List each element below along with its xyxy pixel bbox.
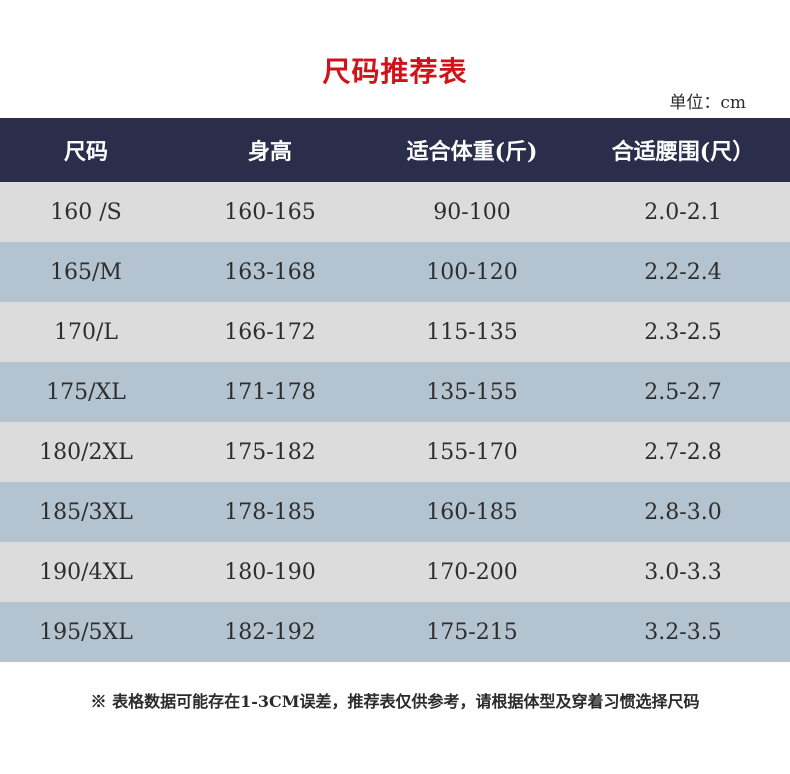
cell-weight: 90-100: [433, 199, 511, 225]
page-title: 尺码推荐表: [322, 55, 468, 88]
cell-size: 195/5XL: [39, 619, 133, 645]
cell-height: 163-168: [224, 259, 316, 285]
header-size: 尺码: [63, 139, 108, 165]
disclaimer-note: ※ 表格数据可能存在1-3CM误差，推荐表仅供参考，请根据体型及穿着习惯选择尺码: [90, 692, 700, 711]
cell-weight: 155-170: [426, 439, 518, 465]
cell-weight: 115-135: [426, 319, 518, 345]
cell-height: 180-190: [224, 559, 316, 585]
cell-waist: 2.8-3.0: [644, 499, 722, 525]
cell-weight: 100-120: [426, 259, 518, 285]
cell-waist: 3.0-3.3: [644, 559, 722, 585]
cell-waist: 2.5-2.7: [644, 379, 722, 405]
cell-height: 178-185: [224, 499, 316, 525]
unit-label: 单位：cm: [669, 93, 746, 113]
table-row: 185/3XL 178-185 160-185 2.8-3.0: [0, 482, 790, 542]
cell-waist: 2.2-2.4: [644, 259, 722, 285]
cell-size: 190/4XL: [39, 559, 133, 585]
cell-size: 180/2XL: [39, 439, 133, 465]
table-row: 190/4XL 180-190 170-200 3.0-3.3: [0, 542, 790, 602]
table-row: 180/2XL 175-182 155-170 2.7-2.8: [0, 422, 790, 482]
cell-size: 185/3XL: [39, 499, 133, 525]
cell-height: 171-178: [224, 379, 316, 405]
cell-waist: 2.3-2.5: [644, 319, 722, 345]
cell-waist: 2.7-2.8: [644, 439, 722, 465]
cell-weight: 135-155: [426, 379, 518, 405]
header-weight: 适合体重(斤): [406, 139, 538, 165]
cell-weight: 175-215: [426, 619, 518, 645]
table-row: 165/M 163-168 100-120 2.2-2.4: [0, 242, 790, 302]
cell-size: 175/XL: [46, 379, 126, 405]
table-row: 175/XL 171-178 135-155 2.5-2.7: [0, 362, 790, 422]
cell-size: 170/L: [53, 319, 118, 345]
table-header-row: 尺码 身高 适合体重(斤) 合适腰围(尺）: [0, 118, 790, 182]
cell-height: 175-182: [224, 439, 316, 465]
header-height: 身高: [247, 139, 292, 165]
table-row: 160 /S 160-165 90-100 2.0-2.1: [0, 182, 790, 242]
header-waist: 合适腰围(尺）: [611, 139, 755, 165]
cell-height: 166-172: [224, 319, 316, 345]
cell-height: 182-192: [224, 619, 316, 645]
cell-weight: 160-185: [426, 499, 518, 525]
table-row: 170/L 166-172 115-135 2.3-2.5: [0, 302, 790, 362]
cell-size: 165/M: [50, 259, 122, 285]
cell-weight: 170-200: [426, 559, 518, 585]
size-table: 尺码 身高 适合体重(斤) 合适腰围(尺） 160 /S 160-165 90-…: [0, 118, 790, 662]
table-row: 195/5XL 182-192 175-215 3.2-3.5: [0, 602, 790, 662]
cell-height: 160-165: [224, 199, 316, 225]
cell-size: 160 /S: [50, 199, 122, 225]
cell-waist: 3.2-3.5: [644, 619, 722, 645]
cell-waist: 2.0-2.1: [644, 199, 722, 225]
